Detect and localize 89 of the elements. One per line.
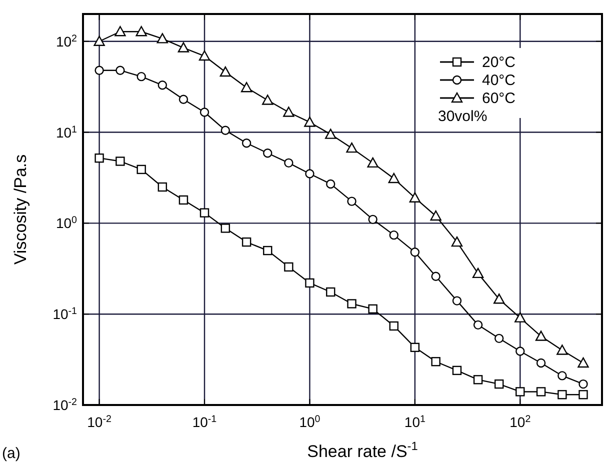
x-tick-label: 10$^{0}$: [299, 414, 321, 430]
annotation: 30vol%: [438, 108, 488, 125]
point: [578, 379, 588, 389]
text: (a): [2, 445, 20, 462]
point: [368, 304, 378, 314]
point: [262, 94, 274, 105]
point: [389, 321, 398, 331]
point: [431, 272, 440, 281]
point: [558, 371, 567, 380]
point: [220, 126, 230, 135]
point: [284, 158, 294, 168]
point: [494, 379, 504, 389]
point: [558, 390, 567, 400]
point: [367, 157, 378, 168]
point: [198, 50, 210, 61]
point: [410, 342, 420, 352]
point: [431, 357, 440, 366]
point: [514, 312, 526, 322]
y-tick-label: 10$^{-1}$: [52, 306, 77, 322]
point: [430, 210, 442, 221]
point: [452, 296, 462, 306]
legend-label: 20°C: [482, 54, 516, 71]
point: [368, 214, 378, 224]
point: [473, 320, 483, 330]
point: [452, 366, 462, 376]
point: [578, 357, 589, 368]
x-tick-label: 10$^{2}$: [510, 414, 531, 430]
point: [578, 390, 588, 400]
point: [516, 346, 525, 356]
x-tick-label: 10$^{1}$: [404, 414, 426, 430]
point: [556, 344, 568, 355]
point: [516, 387, 525, 396]
point: [240, 82, 252, 92]
point: [242, 138, 252, 148]
y-tick-label: 10$^{2}$: [56, 32, 77, 50]
y-tick-label: 10$^{0}$: [56, 214, 78, 232]
point: [220, 224, 230, 233]
point: [347, 196, 356, 206]
point: [451, 236, 463, 247]
point: [473, 375, 483, 384]
point: [304, 116, 316, 127]
point: [200, 108, 210, 117]
x-axis-title: Shear rate /S$^{-1}$: [307, 439, 418, 461]
point: [242, 237, 252, 247]
point: [410, 248, 420, 257]
point: [409, 192, 421, 202]
point: [156, 33, 168, 44]
point: [220, 66, 232, 77]
point: [326, 179, 336, 189]
legend-label: 60°C: [482, 90, 516, 107]
point: [263, 246, 272, 256]
point: [325, 128, 336, 139]
point: [178, 42, 190, 52]
point: [494, 334, 504, 344]
point: [136, 72, 146, 82]
point: [178, 195, 188, 205]
point: [158, 182, 168, 192]
point: [536, 387, 546, 396]
point: [305, 278, 314, 288]
point: [136, 164, 146, 174]
point: [536, 358, 546, 368]
point: [94, 153, 104, 163]
point: [326, 287, 336, 297]
point: [94, 66, 104, 75]
point: [389, 230, 398, 240]
point: [94, 36, 105, 46]
point: [263, 148, 272, 158]
x-tick-label: 10$^{-1}$: [192, 414, 217, 430]
point: [114, 26, 126, 36]
point: [116, 156, 125, 166]
point: [493, 294, 505, 304]
point: [283, 106, 294, 117]
point: [472, 268, 484, 278]
y-tick-label: 10$^{1}$: [56, 124, 77, 140]
point: [200, 208, 210, 218]
point: [136, 26, 147, 36]
point: [178, 94, 188, 104]
y-tick-label: 10$^{-2}$: [52, 396, 77, 413]
point: [305, 169, 314, 178]
point: [388, 172, 400, 184]
y-axis-title: Viscosity /Pa.s: [11, 154, 30, 265]
point: [158, 80, 168, 90]
legend-label: 40°C: [482, 72, 516, 89]
x-tick-label: 10$^{-2}$: [87, 414, 112, 430]
point: [116, 66, 125, 75]
point: [535, 330, 547, 341]
point: [284, 262, 294, 272]
point: [347, 299, 356, 308]
point: [346, 142, 358, 153]
